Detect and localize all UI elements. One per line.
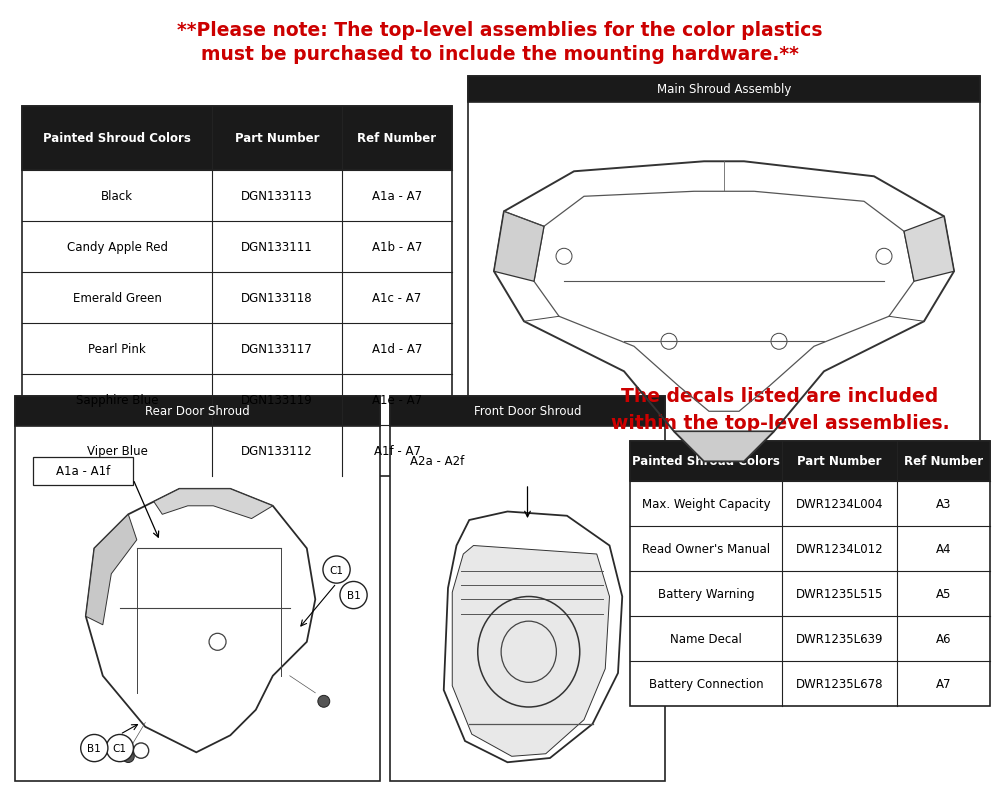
Text: DWR1235L639: DWR1235L639 <box>796 633 883 646</box>
Text: DGN133113: DGN133113 <box>241 190 313 203</box>
Text: Main Shroud Assembly: Main Shroud Assembly <box>657 84 791 97</box>
Text: A2a - A2f: A2a - A2f <box>410 455 464 468</box>
Text: Candy Apple Red: Candy Apple Red <box>67 241 168 254</box>
Bar <box>390 397 665 427</box>
Text: DWR1235L515: DWR1235L515 <box>796 587 883 600</box>
Text: DGN133111: DGN133111 <box>241 241 313 254</box>
Text: DGN133118: DGN133118 <box>241 292 313 305</box>
Text: Pearl Pink: Pearl Pink <box>88 342 146 355</box>
Text: Front Door Shroud: Front Door Shroud <box>474 405 581 418</box>
Text: A1b - A7: A1b - A7 <box>372 241 422 254</box>
Text: C1: C1 <box>330 564 344 575</box>
Text: A1e - A7: A1e - A7 <box>372 393 422 406</box>
Text: Sapphire Blue: Sapphire Blue <box>76 393 158 406</box>
Text: Viper Blue: Viper Blue <box>87 444 147 457</box>
Bar <box>468 77 980 466</box>
Text: Battery Warning: Battery Warning <box>658 587 754 600</box>
Bar <box>468 77 980 103</box>
Polygon shape <box>904 217 954 282</box>
Circle shape <box>106 735 133 762</box>
Circle shape <box>81 735 108 762</box>
Bar <box>630 441 990 706</box>
Text: DWR1235L678: DWR1235L678 <box>796 677 883 690</box>
Text: DWR1234L004: DWR1234L004 <box>796 497 883 510</box>
Text: C1: C1 <box>113 743 127 753</box>
Bar <box>15 397 380 427</box>
Text: must be purchased to include the mounting hardware.**: must be purchased to include the mountin… <box>201 45 799 64</box>
Text: Painted Shroud Colors: Painted Shroud Colors <box>43 132 191 145</box>
Text: A5: A5 <box>936 587 951 600</box>
Circle shape <box>323 556 350 583</box>
Polygon shape <box>674 431 774 461</box>
Text: A1a - A1f: A1a - A1f <box>56 465 110 478</box>
Text: A6: A6 <box>936 633 951 646</box>
Text: A3: A3 <box>936 497 951 510</box>
Bar <box>22 107 452 476</box>
Text: A7: A7 <box>936 677 951 690</box>
Circle shape <box>340 581 367 609</box>
Bar <box>33 457 133 486</box>
Bar <box>630 441 990 482</box>
Text: Rear Door Shroud: Rear Door Shroud <box>145 405 250 418</box>
Text: B1: B1 <box>87 743 101 753</box>
Text: Ref Number: Ref Number <box>904 455 983 468</box>
Text: A4: A4 <box>936 543 951 556</box>
Bar <box>22 107 452 171</box>
Text: Painted Shroud Colors: Painted Shroud Colors <box>632 455 780 468</box>
Polygon shape <box>154 489 273 519</box>
Text: Max. Weight Capacity: Max. Weight Capacity <box>642 497 770 510</box>
Circle shape <box>122 751 134 762</box>
Polygon shape <box>86 515 137 625</box>
Circle shape <box>318 696 330 707</box>
Text: DGN133112: DGN133112 <box>241 444 313 457</box>
Bar <box>390 397 665 781</box>
Text: within the top-level assemblies.: within the top-level assemblies. <box>611 414 949 433</box>
Text: Name Decal: Name Decal <box>670 633 742 646</box>
Text: DGN133119: DGN133119 <box>241 393 313 406</box>
Text: Battery Connection: Battery Connection <box>649 677 763 690</box>
Text: A1c - A7: A1c - A7 <box>372 292 422 305</box>
Text: Read Owner's Manual: Read Owner's Manual <box>642 543 770 556</box>
Text: A1d - A7: A1d - A7 <box>372 342 422 355</box>
Text: A1f - A7: A1f - A7 <box>374 444 420 457</box>
Text: B1: B1 <box>347 590 360 600</box>
Text: The decals listed are included: The decals listed are included <box>621 387 939 406</box>
Text: DGN133117: DGN133117 <box>241 342 313 355</box>
Text: Part Number: Part Number <box>235 132 319 145</box>
Text: Ref Number: Ref Number <box>357 132 437 145</box>
Text: A1a - A7: A1a - A7 <box>372 190 422 203</box>
Bar <box>15 397 380 781</box>
Text: **Please note: The top-level assemblies for the color plastics: **Please note: The top-level assemblies … <box>177 20 823 40</box>
Polygon shape <box>452 546 610 757</box>
Text: Black: Black <box>101 190 133 203</box>
Text: Part Number: Part Number <box>797 455 882 468</box>
Polygon shape <box>494 212 544 282</box>
Text: Emerald Green: Emerald Green <box>73 292 161 305</box>
Text: DWR1234L012: DWR1234L012 <box>796 543 883 556</box>
